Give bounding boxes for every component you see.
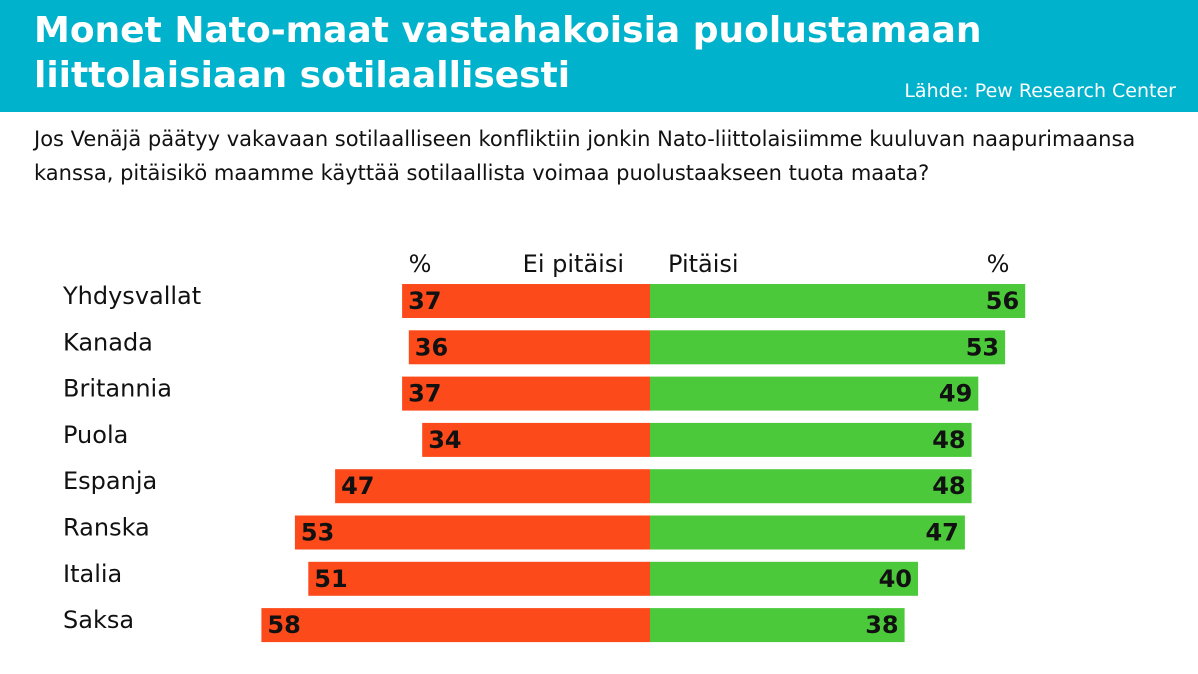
- category-label: Britannia: [63, 375, 172, 403]
- bar-pitaisi: [650, 608, 905, 643]
- value-label-pitaisi: 40: [879, 565, 912, 593]
- diverging-bar-chart: % Ei pitäisi Pitäisi% Yhdysvallat 37 56 Kanada…: [0, 240, 1198, 660]
- bar-pitaisi: [650, 422, 972, 457]
- bar-ei-pitaisi: [294, 515, 650, 550]
- category-label: Italia: [63, 560, 122, 588]
- value-label-pitaisi: 48: [932, 472, 965, 500]
- legend-yes-label: Pitäisi: [668, 250, 739, 278]
- right-unit-label: %: [987, 250, 1010, 278]
- value-label-ei-pitaisi: 34: [428, 426, 461, 454]
- value-label-pitaisi: 48: [932, 426, 965, 454]
- bar-pitaisi: [650, 469, 972, 504]
- bar-pitaisi: [650, 561, 918, 596]
- value-label-ei-pitaisi: 36: [415, 333, 448, 361]
- survey-question: Jos Venäjä päätyy vakavaan sotilaallisee…: [34, 127, 1136, 185]
- category-label: Kanada: [63, 328, 153, 356]
- value-label-ei-pitaisi: 53: [301, 519, 334, 547]
- value-label-ei-pitaisi: 47: [341, 472, 374, 500]
- category-label: Saksa: [63, 606, 134, 634]
- bar-ei-pitaisi: [335, 469, 650, 504]
- value-label-pitaisi: 53: [966, 333, 999, 361]
- bar-pitaisi: [650, 330, 1006, 365]
- page-title: Monet Nato-maat vastahakoisia puolustama…: [34, 10, 982, 96]
- value-label-ei-pitaisi: 58: [267, 611, 300, 639]
- bar-ei-pitaisi: [408, 330, 650, 365]
- category-label: Ranska: [63, 514, 150, 542]
- value-label-ei-pitaisi: 37: [408, 287, 441, 315]
- source-note: Lähde: Pew Research Center: [904, 80, 1176, 102]
- bar-pitaisi: [650, 515, 965, 550]
- value-label-ei-pitaisi: 51: [314, 565, 347, 593]
- header-banner: Monet Nato-maat vastahakoisia puolustama…: [0, 0, 1198, 112]
- category-label: Yhdysvallat: [62, 282, 201, 310]
- bar-ei-pitaisi: [422, 422, 650, 457]
- bar-pitaisi: [650, 284, 1026, 318]
- bar-ei-pitaisi: [308, 561, 650, 596]
- left-unit-label: %: [409, 250, 432, 278]
- category-label: Puola: [63, 421, 128, 449]
- value-label-pitaisi: 49: [939, 380, 972, 408]
- chart-canvas: % Ei pitäisi Pitäisi % Yhdysvallat 37 56 Kanada…: [62, 250, 1026, 643]
- value-label-ei-pitaisi: 37: [408, 380, 441, 408]
- legend-no-label: Ei pitäisi: [523, 250, 624, 278]
- bar-pitaisi: [650, 376, 979, 411]
- value-label-pitaisi: 38: [865, 611, 898, 639]
- value-label-pitaisi: 56: [986, 287, 1019, 315]
- bar-ei-pitaisi: [402, 376, 650, 411]
- category-label: Espanja: [63, 467, 157, 495]
- bar-ei-pitaisi: [261, 608, 650, 643]
- bar-ei-pitaisi: [402, 284, 650, 318]
- value-label-pitaisi: 47: [925, 519, 958, 547]
